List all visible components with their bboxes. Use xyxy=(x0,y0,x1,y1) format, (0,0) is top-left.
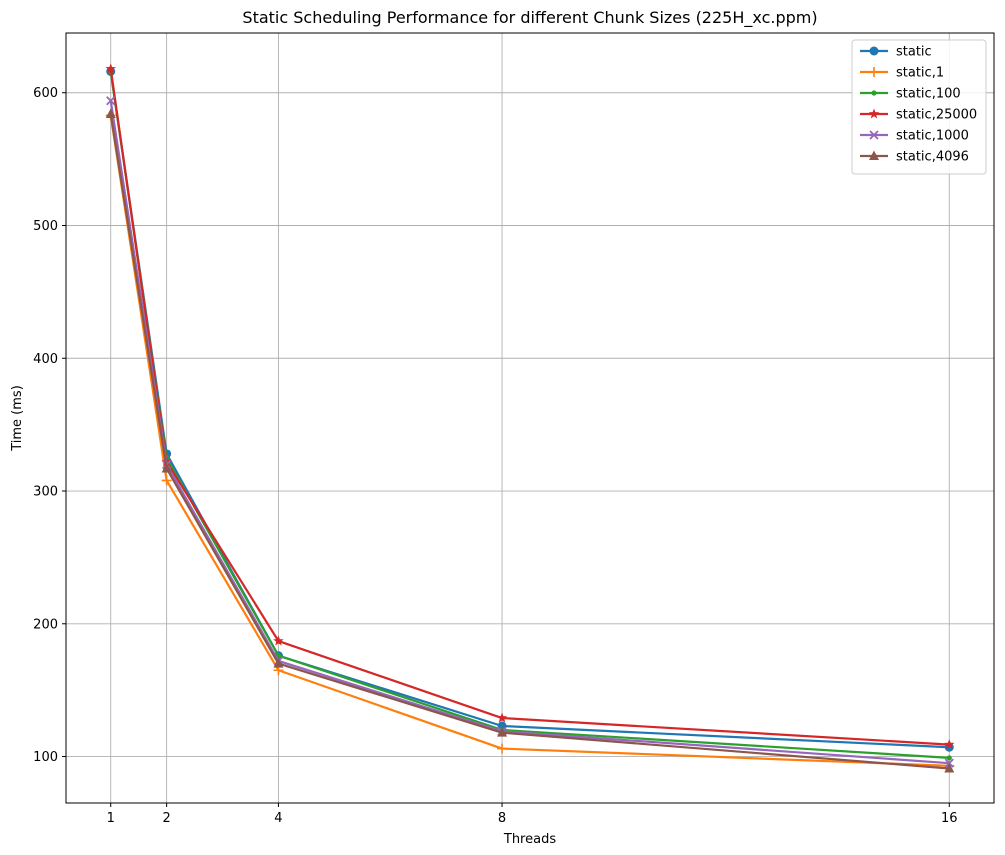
series-6 xyxy=(105,108,955,773)
legend-label: static,100 xyxy=(896,87,961,102)
legend-item: static,1 xyxy=(860,66,944,81)
legend-item: static,4096 xyxy=(860,150,969,165)
y-tick-label: 200 xyxy=(33,617,58,632)
y-tick-label: 600 xyxy=(33,86,58,101)
chart-title: Static Scheduling Performance for differ… xyxy=(242,8,817,28)
legend-marker xyxy=(869,46,879,56)
x-axis-label: Threads xyxy=(503,832,556,847)
legend-item: static,1000 xyxy=(860,129,969,144)
data-point xyxy=(496,712,508,723)
legend-item: static,25000 xyxy=(860,108,977,123)
x-axis-ticks: 1 2 4 8 16 xyxy=(107,803,958,826)
y-tick-label: 500 xyxy=(33,219,58,234)
legend-item: static,100 xyxy=(860,87,961,102)
legend-box xyxy=(851,39,987,175)
y-axis-label: Time (ms) xyxy=(10,385,25,452)
data-point xyxy=(944,739,955,750)
x-tick-label: 4 xyxy=(274,811,282,826)
data-point xyxy=(497,727,508,737)
y-tick-label: 400 xyxy=(33,352,58,367)
data-point xyxy=(273,635,284,646)
legend-marker xyxy=(868,108,880,119)
legend-label: static,25000 xyxy=(896,108,977,123)
data-point xyxy=(497,743,508,754)
y-axis-ticks: 100 200 300 400 500 600 xyxy=(33,86,66,765)
x-tick-label: 16 xyxy=(941,811,958,826)
data-point xyxy=(105,108,116,118)
data-point xyxy=(161,462,172,473)
legend-marker xyxy=(871,90,877,96)
legend-label: static xyxy=(896,45,932,60)
legend-marker xyxy=(869,150,879,160)
x-tick-label: 8 xyxy=(498,811,506,826)
data-point xyxy=(106,96,116,106)
legend-item: static xyxy=(860,45,932,60)
data-point xyxy=(273,658,284,668)
legend-marker xyxy=(869,67,879,77)
y-tick-label: 100 xyxy=(33,750,58,765)
y-tick-label: 300 xyxy=(33,485,58,500)
x-tick-label: 2 xyxy=(162,811,170,826)
data-point xyxy=(161,475,172,486)
legend: static static,1 static,100 static,25000 stat… xyxy=(851,39,987,175)
legend-marker xyxy=(869,130,879,140)
grid-lines xyxy=(66,33,994,803)
series-layer xyxy=(105,63,955,773)
x-tick-label: 1 xyxy=(107,811,115,826)
plot-frame xyxy=(65,32,995,804)
legend-label: static,4096 xyxy=(896,150,969,165)
legend-label: static,1 xyxy=(896,66,944,81)
legend-label: static,1000 xyxy=(896,129,969,144)
data-point xyxy=(946,755,952,761)
data-point xyxy=(944,762,955,773)
data-point xyxy=(105,63,116,74)
